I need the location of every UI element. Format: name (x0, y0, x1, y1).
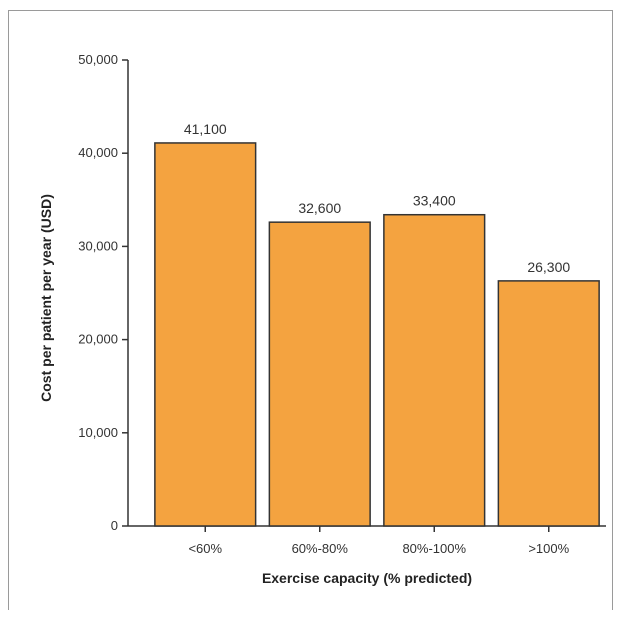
y-tick-label: 40,000 (78, 145, 118, 160)
bar-value-label: 41,100 (184, 121, 227, 137)
x-axis: <60% 60%-80% 80%-100% >100% (128, 525, 606, 556)
y-axis-title: Cost per patient per year (USD) (38, 194, 54, 402)
y-tick-label: 30,000 (78, 238, 118, 253)
bars (154, 142, 600, 527)
bar-1 (268, 221, 371, 527)
chart-frame (8, 10, 613, 610)
x-tick-label: 80%-100% (402, 541, 466, 556)
y-tick-label: 50,000 (78, 52, 118, 67)
y-tick-label: 10,000 (78, 425, 118, 440)
bar-value-label: 26,300 (527, 259, 570, 275)
bar-value-label: 33,400 (413, 193, 456, 209)
y-tick-label: 20,000 (78, 332, 118, 347)
y-axis: 0 10,000 20,000 30,000 40,000 50,000 (78, 52, 129, 533)
x-tick-label: >100% (528, 541, 569, 556)
bar-0 (154, 142, 257, 527)
bar-2 (383, 213, 486, 527)
x-tick-label: <60% (188, 541, 222, 556)
x-axis-title: Exercise capacity (% predicted) (262, 570, 472, 586)
bar-value-label: 32,600 (298, 200, 341, 216)
bar-3 (497, 280, 600, 527)
y-tick-label: 0 (111, 518, 118, 533)
x-tick-label: 60%-80% (292, 541, 349, 556)
data-labels: 41,100 32,600 33,400 26,300 (184, 121, 571, 275)
